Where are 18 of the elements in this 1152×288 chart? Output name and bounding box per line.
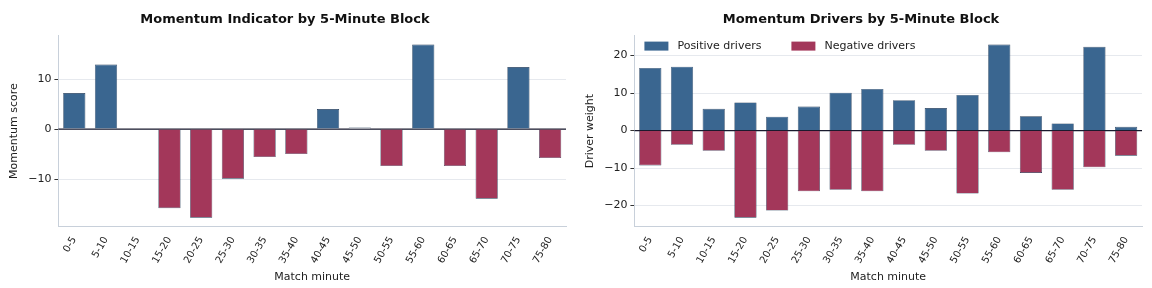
- chart-title: Momentum Drivers by 5-Minute Block: [722, 11, 1000, 27]
- y-tick-label: 20: [613, 48, 628, 62]
- y-tick-label: 10: [613, 85, 628, 99]
- legend-label: Negative drivers: [824, 39, 916, 53]
- y-axis-title: Driver weight: [583, 93, 597, 169]
- x-axis-title: Match minute: [850, 270, 927, 284]
- x-tick-label: 0-5: [636, 234, 655, 255]
- y-tick-label: 0: [620, 123, 628, 137]
- y-tick-label: 10: [37, 71, 52, 85]
- y-tick-label: −10: [604, 160, 628, 174]
- x-axis-title: Match minute: [274, 270, 351, 284]
- y-tick-label: 0: [44, 121, 52, 135]
- legend-label: Positive drivers: [677, 39, 762, 53]
- y-tick-label: −20: [604, 198, 628, 212]
- y-axis-title: Momentum score: [7, 83, 21, 179]
- x-tick-label: 0-5: [60, 234, 79, 255]
- chart-title: Momentum Indicator by 5-Minute Block: [140, 11, 430, 27]
- y-tick-label: −10: [28, 171, 52, 185]
